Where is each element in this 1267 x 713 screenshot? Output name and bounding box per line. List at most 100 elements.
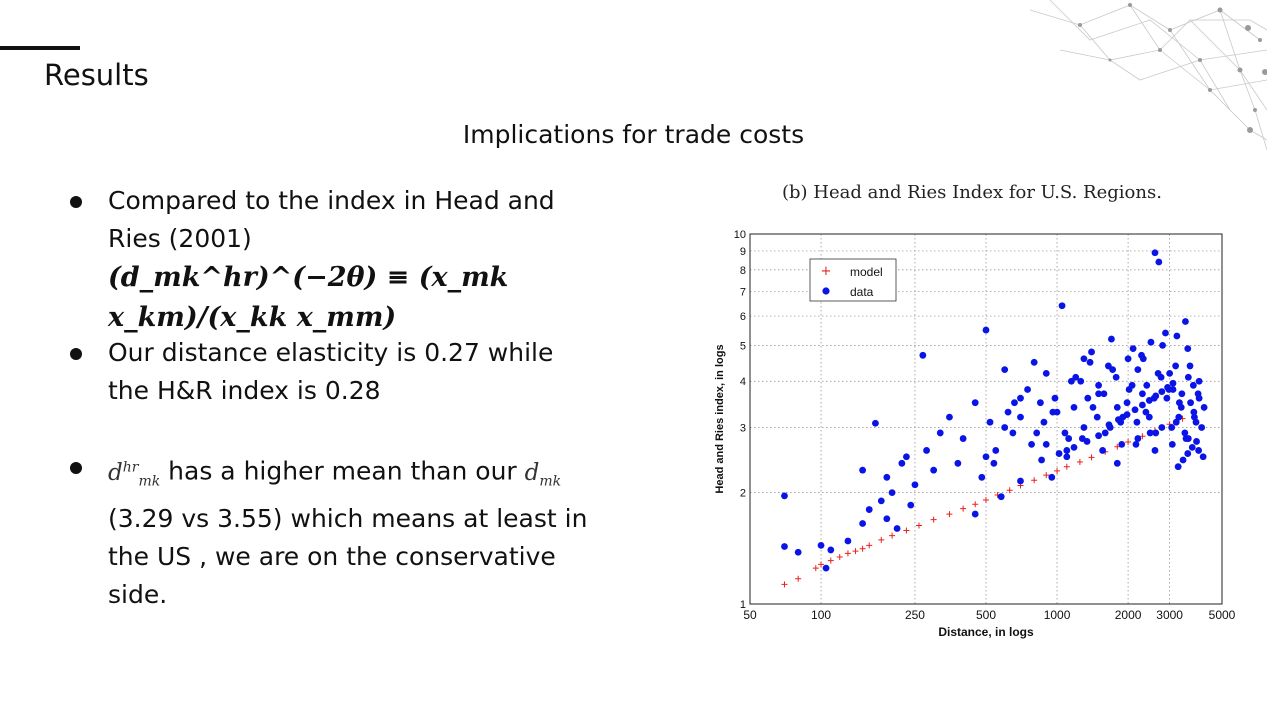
data-point xyxy=(1164,383,1171,391)
x-tick-label: 250 xyxy=(905,608,925,622)
legend-data-label: data xyxy=(850,285,874,299)
data-point xyxy=(1147,338,1155,346)
data-point xyxy=(1072,373,1080,381)
model-point xyxy=(972,501,979,508)
data-point xyxy=(1192,418,1200,426)
data-point xyxy=(1099,447,1107,454)
data-point xyxy=(1172,362,1180,370)
data-point xyxy=(1182,435,1190,442)
data-point xyxy=(1028,440,1035,448)
legend: + model data xyxy=(809,258,897,302)
data-point xyxy=(883,515,891,523)
legend-model-label: model xyxy=(850,265,883,279)
data-point xyxy=(1198,424,1206,431)
data-point xyxy=(1108,335,1115,343)
x-tick-label: 1000 xyxy=(1044,608,1071,622)
bullet-text-part-b: (3.29 vs 3.55) which means at least in t… xyxy=(108,504,588,610)
model-point xyxy=(827,557,834,564)
data-point xyxy=(1191,413,1198,421)
data-point xyxy=(1194,390,1202,398)
plot-frame xyxy=(749,233,1223,605)
data-point xyxy=(1048,473,1056,481)
data-point xyxy=(872,419,879,427)
data-point xyxy=(1011,399,1018,407)
y-tick-label: 8 xyxy=(740,265,746,277)
data-series xyxy=(781,249,1208,572)
data-point xyxy=(971,399,979,407)
model-point xyxy=(1063,463,1070,470)
data-point xyxy=(1105,421,1113,429)
model-point xyxy=(1054,467,1061,474)
data-point xyxy=(1173,332,1181,340)
data-point xyxy=(893,525,901,532)
data-point xyxy=(1131,406,1139,414)
data-point xyxy=(1089,403,1097,411)
data-point xyxy=(898,459,906,467)
data-point xyxy=(1157,373,1165,381)
data-point xyxy=(1077,377,1085,385)
bullet-head-ries: Compared to the index in Head and Ries (… xyxy=(70,182,590,338)
x-tick-label: 3000 xyxy=(1156,608,1183,622)
data-point xyxy=(959,435,967,442)
data-point xyxy=(883,473,891,481)
data-point xyxy=(1055,450,1063,457)
data-point xyxy=(1145,413,1153,421)
model-point xyxy=(866,542,873,549)
y-axis-label: Head and Ries index, in logs xyxy=(714,344,726,493)
model-point xyxy=(983,497,989,504)
data-point xyxy=(1084,394,1092,402)
data-point xyxy=(817,542,825,549)
y-tick-label: 7 xyxy=(740,286,746,298)
data-point xyxy=(1182,318,1189,325)
axis-ticks: 50 100 250 500 1000 2000 3000 5000 1 2 3 4 5 6 7 8 9 10 xyxy=(734,229,1236,622)
data-point xyxy=(982,453,990,461)
data-point xyxy=(1133,418,1141,426)
model-point xyxy=(818,561,825,568)
data-point xyxy=(1051,394,1059,402)
data-point xyxy=(781,492,788,500)
data-point xyxy=(1143,381,1151,389)
data-point xyxy=(1036,399,1044,407)
data-point xyxy=(888,489,896,497)
bullet-mean-comparison: dhrmk has a higher mean than our dmk (3.… xyxy=(70,448,590,614)
data-point xyxy=(1033,429,1041,437)
model-point xyxy=(915,522,922,529)
data-point xyxy=(1152,392,1160,400)
y-tick-label: 5 xyxy=(740,340,746,352)
x-tick-label: 500 xyxy=(976,608,996,622)
data-point xyxy=(1186,362,1194,370)
model-point xyxy=(960,505,967,512)
data-point xyxy=(1184,345,1192,353)
data-point xyxy=(1158,388,1166,396)
data-point xyxy=(1061,429,1069,437)
bullet-text: dhrmk has a higher mean than our dmk (3.… xyxy=(108,448,590,614)
data-point xyxy=(1200,403,1208,411)
data-point xyxy=(1162,329,1169,337)
legend-box xyxy=(809,258,897,302)
data-point xyxy=(1001,366,1009,374)
data-point xyxy=(936,429,944,437)
data-point xyxy=(1101,429,1109,437)
bullet-text-part-a: has a higher mean than our xyxy=(168,456,517,486)
data-point xyxy=(1151,447,1159,454)
y-tick-label: 6 xyxy=(740,311,746,323)
data-point xyxy=(1193,438,1200,445)
y-tick-label: 2 xyxy=(740,488,746,500)
data-point xyxy=(1184,450,1192,457)
model-point xyxy=(795,575,802,582)
data-point xyxy=(1125,386,1133,393)
data-point xyxy=(1063,447,1071,454)
bullet-dot xyxy=(70,462,82,474)
data-point xyxy=(1112,373,1120,381)
data-point xyxy=(822,564,830,572)
data-point xyxy=(1132,440,1140,448)
data-point xyxy=(1080,424,1088,431)
data-point xyxy=(865,506,873,513)
data-point xyxy=(923,447,930,454)
data-point xyxy=(1113,403,1121,411)
d-mk-symbol: dmk xyxy=(524,459,562,490)
data-point xyxy=(978,473,986,481)
bullet-text: Compared to the index in Head and Ries (… xyxy=(108,186,555,253)
data-point xyxy=(1070,443,1078,451)
hr-index-formula: (d_mk^hr)^(−2θ) ≡ (x_mk x_km)/(x_kk x_mm… xyxy=(108,258,590,338)
